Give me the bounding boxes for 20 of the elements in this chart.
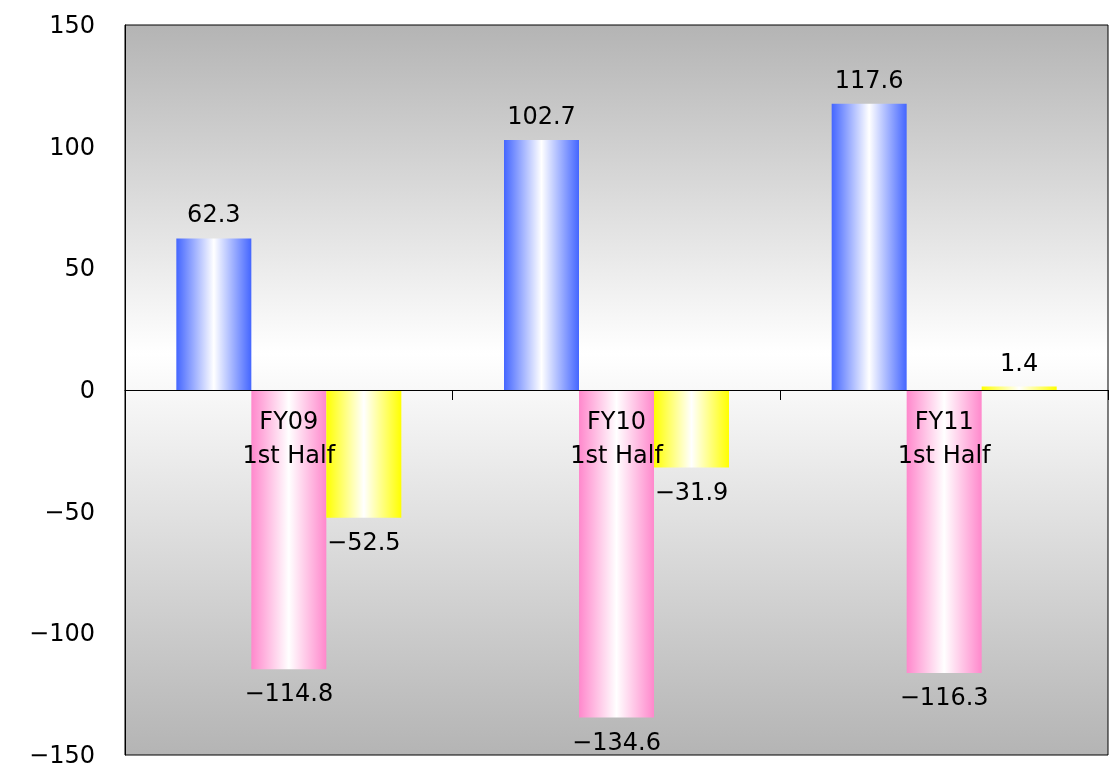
data-label: −52.5	[327, 527, 401, 556]
data-label: 62.3	[187, 200, 241, 229]
data-label: −31.9	[654, 477, 729, 506]
data-label: −134.6	[572, 727, 661, 756]
y-tick-label: 150	[49, 11, 95, 39]
data-label: −114.8	[244, 679, 334, 708]
bar	[504, 140, 579, 390]
y-tick-label: 50	[64, 254, 95, 283]
bar	[176, 238, 252, 390]
y-tick-label: −150	[29, 741, 95, 769]
bar	[831, 103, 907, 390]
y-tick-label: 100	[49, 132, 95, 161]
data-label: 1.4	[1000, 348, 1039, 377]
data-label: −116.3	[899, 683, 989, 711]
y-tick-label: 0	[79, 376, 95, 404]
y-tick-label: −100	[29, 619, 95, 648]
data-label: 117.6	[834, 65, 904, 94]
data-label: 102.7	[507, 102, 576, 131]
x-tick-label: FY11 1st Half	[897, 407, 992, 469]
y-tick-label: −50	[44, 497, 95, 526]
